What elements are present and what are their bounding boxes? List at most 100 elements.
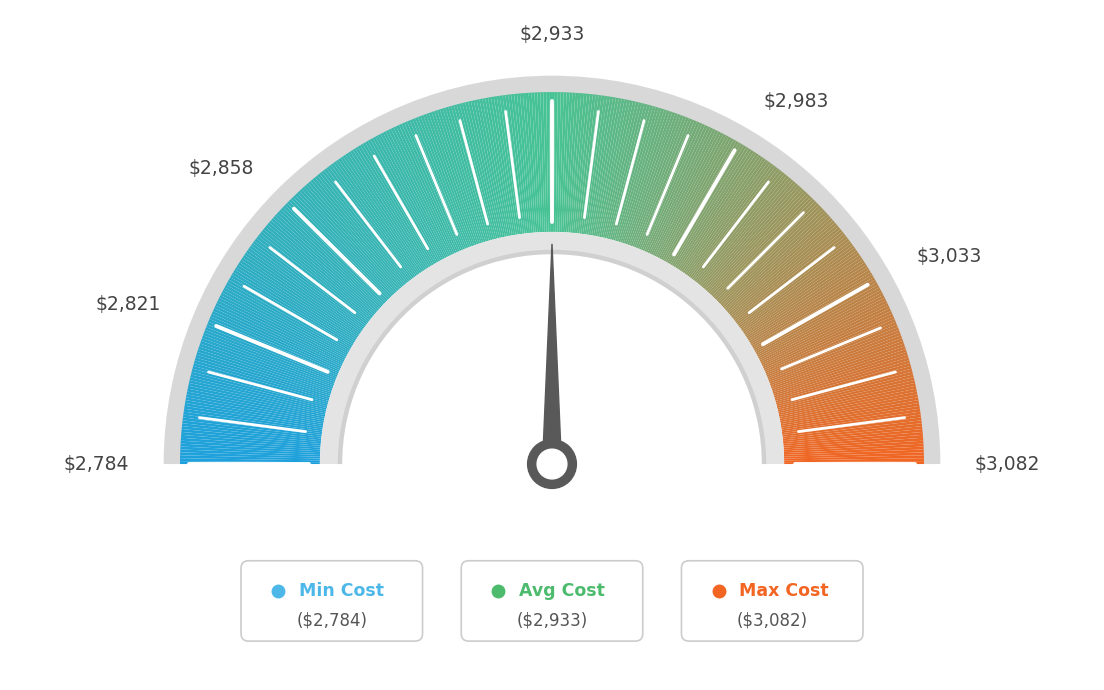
Wedge shape [700, 177, 792, 286]
Wedge shape [350, 150, 427, 269]
Wedge shape [183, 408, 322, 431]
Wedge shape [220, 295, 346, 360]
Wedge shape [224, 285, 349, 354]
Wedge shape [762, 306, 890, 367]
Wedge shape [543, 92, 549, 232]
Wedge shape [183, 412, 322, 433]
Text: $2,983: $2,983 [763, 92, 828, 111]
Wedge shape [643, 121, 700, 251]
Wedge shape [407, 120, 464, 250]
Wedge shape [728, 220, 835, 313]
Wedge shape [684, 158, 766, 274]
Wedge shape [755, 285, 880, 354]
Wedge shape [782, 415, 921, 435]
Wedge shape [633, 115, 683, 247]
Wedge shape [771, 341, 904, 389]
Wedge shape [678, 152, 756, 270]
Text: Min Cost: Min Cost [299, 582, 384, 600]
Wedge shape [301, 187, 397, 293]
Wedge shape [413, 118, 467, 249]
Wedge shape [272, 218, 378, 312]
Wedge shape [417, 116, 470, 248]
Wedge shape [437, 110, 482, 244]
Wedge shape [262, 229, 372, 319]
Wedge shape [743, 253, 860, 333]
Wedge shape [774, 357, 910, 400]
Wedge shape [381, 132, 447, 258]
Wedge shape [670, 144, 744, 265]
Text: ($2,933): ($2,933) [517, 611, 587, 629]
Wedge shape [497, 96, 519, 235]
Wedge shape [267, 222, 375, 315]
Wedge shape [646, 124, 705, 253]
Wedge shape [720, 207, 824, 305]
Wedge shape [595, 99, 625, 237]
Wedge shape [781, 400, 919, 426]
Wedge shape [410, 119, 465, 250]
Wedge shape [622, 110, 667, 244]
Wedge shape [432, 111, 478, 244]
Wedge shape [491, 97, 516, 235]
Wedge shape [415, 117, 468, 248]
Wedge shape [439, 108, 484, 243]
Wedge shape [669, 142, 742, 264]
Wedge shape [201, 338, 333, 387]
Wedge shape [585, 96, 607, 235]
Wedge shape [697, 174, 787, 284]
Wedge shape [253, 241, 367, 326]
Wedge shape [764, 311, 892, 370]
Wedge shape [181, 429, 321, 444]
Wedge shape [215, 303, 342, 365]
Wedge shape [336, 159, 418, 275]
Wedge shape [212, 311, 340, 370]
Wedge shape [329, 165, 414, 278]
Wedge shape [604, 101, 639, 238]
Wedge shape [763, 308, 891, 368]
Wedge shape [185, 397, 323, 424]
Wedge shape [348, 152, 426, 270]
Text: Avg Cost: Avg Cost [519, 582, 605, 600]
Wedge shape [452, 106, 491, 241]
Wedge shape [203, 333, 335, 384]
Wedge shape [365, 141, 437, 264]
Wedge shape [279, 209, 383, 306]
Wedge shape [769, 333, 901, 384]
FancyBboxPatch shape [241, 561, 423, 641]
Wedge shape [185, 400, 323, 426]
Wedge shape [671, 146, 746, 266]
Wedge shape [630, 114, 681, 246]
Wedge shape [321, 170, 410, 282]
Wedge shape [716, 201, 817, 302]
Wedge shape [333, 161, 417, 276]
Wedge shape [768, 330, 900, 382]
Wedge shape [772, 344, 905, 391]
Wedge shape [200, 341, 333, 389]
Wedge shape [315, 175, 405, 285]
Wedge shape [756, 288, 881, 355]
Wedge shape [399, 124, 458, 253]
Wedge shape [180, 461, 320, 464]
Wedge shape [662, 137, 731, 261]
Wedge shape [722, 212, 827, 308]
Wedge shape [783, 432, 923, 446]
Wedge shape [180, 449, 320, 457]
Polygon shape [542, 244, 562, 464]
Wedge shape [741, 248, 857, 331]
Wedge shape [338, 250, 766, 464]
Wedge shape [784, 435, 923, 448]
Wedge shape [754, 279, 877, 351]
Wedge shape [599, 100, 630, 237]
Wedge shape [563, 92, 573, 233]
Wedge shape [645, 123, 702, 252]
Wedge shape [500, 95, 521, 234]
Wedge shape [764, 314, 893, 372]
Wedge shape [428, 112, 477, 245]
Wedge shape [664, 138, 734, 262]
Wedge shape [331, 163, 415, 277]
Wedge shape [746, 260, 864, 338]
Wedge shape [188, 388, 325, 419]
Wedge shape [583, 95, 604, 234]
Wedge shape [681, 155, 761, 272]
Wedge shape [666, 139, 736, 262]
Wedge shape [714, 199, 815, 300]
